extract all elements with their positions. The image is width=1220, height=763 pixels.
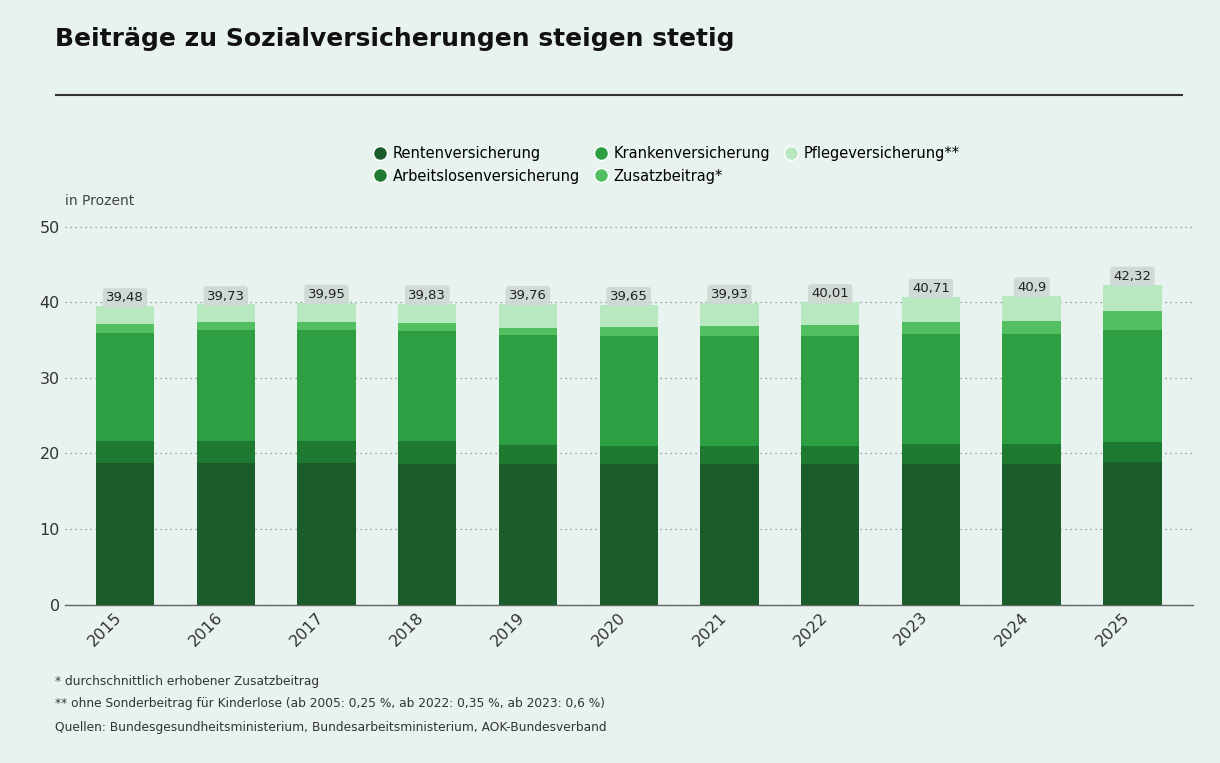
Text: 39,73: 39,73 bbox=[207, 290, 245, 303]
Bar bbox=[802, 302, 859, 325]
Bar bbox=[499, 327, 558, 335]
Bar bbox=[599, 327, 658, 336]
Bar bbox=[700, 336, 759, 446]
Text: 39,93: 39,93 bbox=[710, 288, 748, 301]
Bar bbox=[599, 464, 658, 604]
Bar bbox=[298, 463, 356, 604]
Bar bbox=[96, 306, 154, 324]
Bar bbox=[96, 333, 154, 440]
Text: Beiträge zu Sozialversicherungen steigen stetig: Beiträge zu Sozialversicherungen steigen… bbox=[55, 27, 734, 50]
Bar bbox=[499, 445, 558, 464]
Bar bbox=[599, 305, 658, 327]
Bar bbox=[802, 325, 859, 336]
Bar bbox=[96, 324, 154, 333]
Bar bbox=[700, 303, 759, 326]
Text: 39,48: 39,48 bbox=[106, 291, 144, 304]
Text: 40,9: 40,9 bbox=[1017, 281, 1047, 294]
Bar bbox=[700, 464, 759, 604]
Bar bbox=[499, 335, 558, 445]
Bar bbox=[298, 303, 356, 322]
Bar bbox=[398, 441, 456, 464]
Bar bbox=[802, 464, 859, 604]
Text: 40,71: 40,71 bbox=[913, 282, 950, 295]
Bar bbox=[802, 446, 859, 464]
Bar bbox=[599, 446, 658, 464]
Bar bbox=[196, 440, 255, 463]
Bar bbox=[902, 334, 960, 444]
Text: 39,65: 39,65 bbox=[610, 290, 648, 303]
Bar bbox=[1003, 464, 1061, 604]
Bar bbox=[802, 336, 859, 446]
Bar bbox=[700, 446, 759, 464]
Text: 42,32: 42,32 bbox=[1114, 270, 1152, 283]
Bar bbox=[1103, 285, 1161, 311]
Bar bbox=[902, 464, 960, 604]
Bar bbox=[1103, 462, 1161, 604]
Bar bbox=[196, 463, 255, 604]
Bar bbox=[298, 440, 356, 463]
Bar bbox=[700, 326, 759, 336]
Bar bbox=[902, 297, 960, 322]
Bar bbox=[1003, 334, 1061, 444]
Text: ** ohne Sonderbeitrag für Kinderlose (ab 2005: 0,25 %, ab 2022: 0,35 %, ab 2023:: ** ohne Sonderbeitrag für Kinderlose (ab… bbox=[55, 697, 605, 710]
Bar bbox=[1103, 330, 1161, 442]
Text: Quellen: Bundesgesundheitsministerium, Bundesarbeitsministerium, AOK-Bundesverba: Quellen: Bundesgesundheitsministerium, B… bbox=[55, 721, 606, 734]
Text: 39,76: 39,76 bbox=[509, 289, 547, 302]
Bar bbox=[196, 330, 255, 440]
Bar bbox=[196, 322, 255, 330]
Bar bbox=[902, 322, 960, 334]
Bar bbox=[298, 330, 356, 440]
Bar bbox=[398, 304, 456, 323]
Bar bbox=[96, 463, 154, 604]
Bar bbox=[96, 440, 154, 463]
Bar bbox=[398, 331, 456, 441]
Text: 40,01: 40,01 bbox=[811, 288, 849, 301]
Bar bbox=[1003, 444, 1061, 464]
Bar bbox=[902, 444, 960, 464]
Bar bbox=[1003, 295, 1061, 321]
Bar bbox=[1003, 321, 1061, 334]
Bar bbox=[1103, 311, 1161, 330]
Bar bbox=[499, 464, 558, 604]
Text: * durchschnittlich erhobener Zusatzbeitrag: * durchschnittlich erhobener Zusatzbeitr… bbox=[55, 675, 318, 688]
Bar bbox=[599, 336, 658, 446]
Bar bbox=[398, 464, 456, 604]
Bar bbox=[196, 304, 255, 322]
Text: 39,83: 39,83 bbox=[409, 289, 447, 302]
Bar bbox=[1103, 442, 1161, 462]
Text: in Prozent: in Prozent bbox=[65, 194, 134, 208]
Text: 39,95: 39,95 bbox=[307, 288, 345, 301]
Legend: Rentenversicherung, Arbeitslosenversicherung, Krankenversicherung, Zusatzbeitrag: Rentenversicherung, Arbeitslosenversiche… bbox=[377, 146, 960, 184]
Bar bbox=[499, 304, 558, 327]
Bar bbox=[298, 322, 356, 330]
Bar bbox=[398, 323, 456, 331]
